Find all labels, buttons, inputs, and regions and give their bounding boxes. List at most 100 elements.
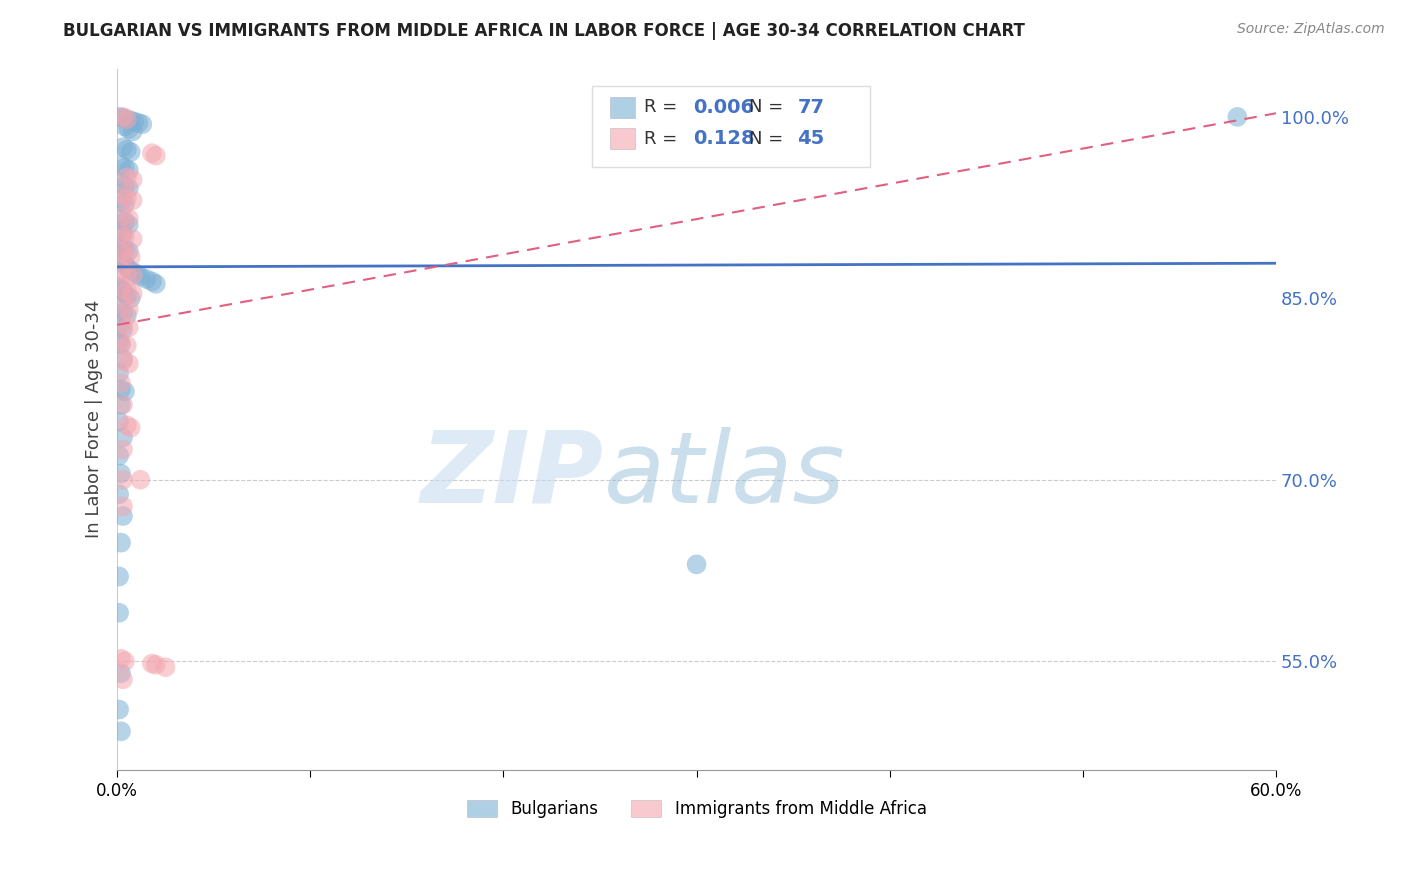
Point xyxy=(111,398,134,412)
Point xyxy=(111,508,134,523)
Point xyxy=(121,124,143,138)
Point xyxy=(111,306,134,320)
Point xyxy=(111,209,134,223)
Point xyxy=(114,286,136,301)
Point xyxy=(108,449,131,463)
Point xyxy=(110,535,132,549)
Point xyxy=(110,212,132,227)
Point xyxy=(145,657,167,672)
Legend: Bulgarians, Immigrants from Middle Africa: Bulgarians, Immigrants from Middle Afric… xyxy=(460,793,934,825)
Point xyxy=(111,473,134,487)
Point xyxy=(131,117,153,131)
Y-axis label: In Labor Force | Age 30-34: In Labor Force | Age 30-34 xyxy=(86,300,103,539)
Text: R =: R = xyxy=(644,98,683,116)
Point xyxy=(108,110,131,124)
Point xyxy=(115,143,138,157)
Point xyxy=(108,487,131,501)
Text: 0.006: 0.006 xyxy=(693,97,754,117)
Point xyxy=(111,111,134,125)
Point xyxy=(108,225,131,239)
Point xyxy=(110,666,132,681)
Point xyxy=(120,250,142,264)
Text: 0.128: 0.128 xyxy=(693,129,755,148)
Point xyxy=(111,255,134,269)
Point xyxy=(141,146,163,161)
FancyBboxPatch shape xyxy=(592,86,870,167)
Point xyxy=(1226,110,1249,124)
Point xyxy=(108,415,131,429)
Point xyxy=(114,229,136,244)
Point xyxy=(685,558,707,572)
Point xyxy=(110,724,132,739)
Point xyxy=(121,194,143,208)
Point xyxy=(118,302,141,317)
Point xyxy=(110,376,132,390)
Point xyxy=(110,651,132,665)
Point xyxy=(108,320,131,334)
Point xyxy=(111,110,134,124)
FancyBboxPatch shape xyxy=(610,128,636,149)
Point xyxy=(111,673,134,687)
Point xyxy=(111,284,134,298)
Point xyxy=(111,227,134,242)
Point xyxy=(124,114,146,128)
Point xyxy=(111,351,134,366)
Text: 77: 77 xyxy=(797,97,824,117)
Point xyxy=(141,274,163,288)
Point xyxy=(115,266,138,280)
Point xyxy=(120,113,142,128)
Point xyxy=(108,702,131,716)
Point xyxy=(118,357,141,371)
Text: ZIP: ZIP xyxy=(420,427,603,524)
Point xyxy=(110,188,132,202)
Point xyxy=(145,277,167,291)
Point xyxy=(111,500,134,514)
Point xyxy=(125,267,148,281)
Point xyxy=(115,289,138,303)
Point xyxy=(108,334,131,349)
Point xyxy=(121,265,143,279)
Point xyxy=(110,263,132,277)
Point xyxy=(111,354,134,368)
Point xyxy=(120,421,142,435)
Point xyxy=(110,282,132,296)
Point xyxy=(118,211,141,226)
Point xyxy=(111,442,134,457)
Point xyxy=(110,382,132,396)
Text: N =: N = xyxy=(749,98,789,116)
Point xyxy=(110,158,132,172)
Point xyxy=(120,145,142,159)
Point xyxy=(111,318,134,332)
Point xyxy=(118,163,141,178)
Point xyxy=(114,161,136,175)
Point xyxy=(118,244,141,259)
Point xyxy=(118,122,141,136)
Point xyxy=(121,268,143,283)
Point xyxy=(118,181,141,195)
Text: atlas: atlas xyxy=(603,427,845,524)
Point xyxy=(110,252,132,267)
Point xyxy=(129,269,152,284)
Point xyxy=(115,308,138,322)
Point xyxy=(145,148,167,162)
Text: 45: 45 xyxy=(797,129,825,148)
Point xyxy=(114,215,136,229)
Point xyxy=(110,336,132,351)
Point xyxy=(114,654,136,668)
Point xyxy=(111,140,134,154)
Point xyxy=(127,116,149,130)
FancyBboxPatch shape xyxy=(610,96,636,118)
Point xyxy=(110,227,132,242)
Point xyxy=(118,218,141,232)
Point xyxy=(108,569,131,583)
Point xyxy=(108,279,131,293)
Point xyxy=(121,173,143,187)
Point xyxy=(115,418,138,433)
Point xyxy=(120,291,142,305)
Point xyxy=(118,262,141,277)
Point xyxy=(108,236,131,251)
Point xyxy=(111,430,134,444)
Point xyxy=(110,239,132,253)
Point xyxy=(115,260,138,274)
Point xyxy=(110,282,132,296)
